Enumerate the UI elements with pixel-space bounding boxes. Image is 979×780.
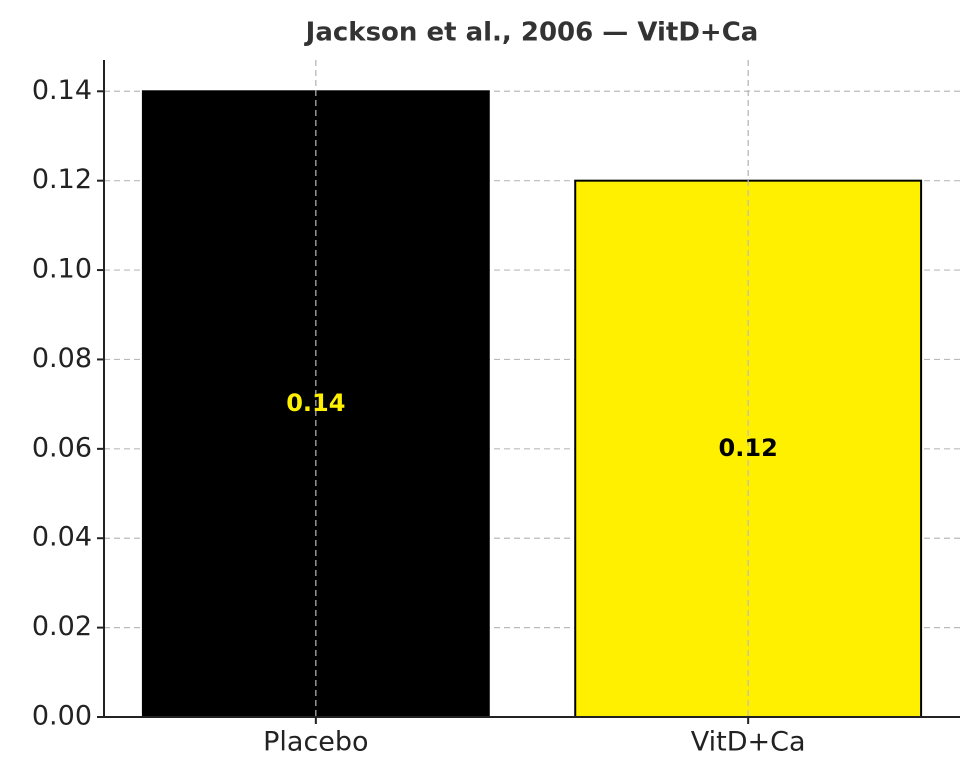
y-tick-label: 0.10 <box>32 254 92 285</box>
y-tick-label: 0.06 <box>32 432 92 463</box>
value-label: 0.12 <box>719 434 778 462</box>
chart-title: Jackson et al., 2006 — VitD+Ca <box>304 18 759 48</box>
value-label: 0.14 <box>286 389 345 417</box>
y-tick-label: 0.00 <box>32 701 92 732</box>
y-tick-label: 0.08 <box>32 343 92 374</box>
y-tick-label: 0.02 <box>32 611 92 642</box>
y-tick-label: 0.04 <box>32 522 92 553</box>
x-tick-label: VitD+Ca <box>691 727 806 758</box>
y-tick-label: 0.14 <box>32 75 92 106</box>
y-tick-label: 0.12 <box>32 164 92 195</box>
x-tick-label: Placebo <box>263 727 368 758</box>
